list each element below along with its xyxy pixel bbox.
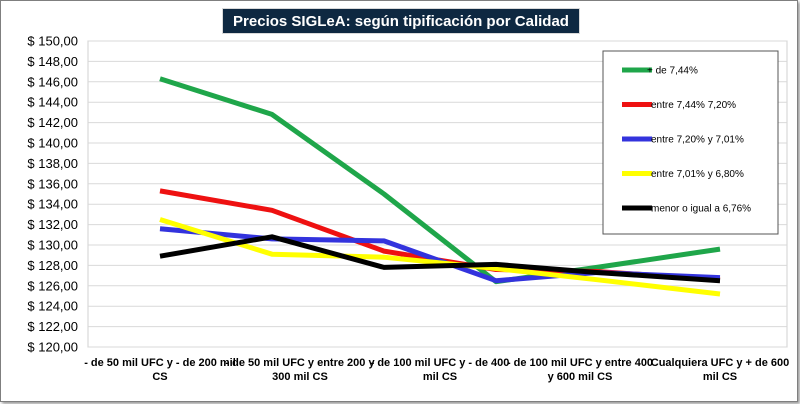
x-tick-label: - de 50 mil UFC y entre 200 y 300 mil CS [225, 357, 375, 383]
x-tick-label: - de 100 mil UFC y - de 400 mil CS [371, 357, 510, 383]
legend-label: entre 7,01% y 6,80% [651, 169, 744, 180]
series-line-4 [159, 217, 721, 297]
y-tick-label: $ 144,00 [27, 95, 78, 110]
legend-label: menor o igual a 6,76% [651, 204, 751, 215]
y-tick-label: $ 124,00 [27, 299, 78, 314]
series-lines [159, 76, 721, 297]
x-axis-ticks: - de 50 mil UFC y - de 200 mil CS- de 50 … [84, 357, 789, 383]
y-tick-label: $ 122,00 [27, 319, 78, 334]
x-tick-label: Cualquiera UFC y + de 600 mil CS [651, 357, 789, 383]
y-tick-label: $ 148,00 [27, 54, 78, 69]
series-line-1 [159, 76, 721, 285]
y-tick-label: $ 120,00 [27, 340, 78, 355]
series-line-5 [159, 234, 721, 284]
y-tick-label: $ 128,00 [27, 258, 78, 273]
y-tick-label: $ 150,00 [27, 34, 78, 49]
x-tick-label: - de 50 mil UFC y - de 200 mil CS [84, 357, 236, 383]
y-tick-label: $ 138,00 [27, 156, 78, 171]
legend-label: + de 7,44% [647, 66, 698, 77]
chart-title: Precios SIGLeA: según tipificación por C… [233, 12, 569, 30]
y-tick-label: $ 132,00 [27, 217, 78, 232]
y-tick-label: $ 134,00 [27, 197, 78, 212]
x-tick-label: - de 100 mil UFC y entre 400 y 600 mil CS [507, 357, 653, 383]
y-tick-label: $ 142,00 [27, 115, 78, 130]
legend-label: entre 7,20% y 7,01% [651, 135, 744, 146]
legend-box [602, 50, 779, 235]
y-tick-label: $ 146,00 [27, 74, 78, 89]
y-axis-ticks: $ 120,00 $ 122,00 $ 124,00 $ 126,00 $ 128,00… [27, 34, 78, 355]
legend: + de 7,44% entre 7,44% 7,20% entre 7,20% y… [602, 50, 779, 235]
y-tick-label: $ 126,00 [27, 278, 78, 293]
y-tick-label: $ 130,00 [27, 238, 78, 253]
chart-title-box: Precios SIGLeA: según tipificación por C… [222, 8, 580, 34]
y-tick-label: $ 136,00 [27, 176, 78, 191]
legend-label: entre 7,44% 7,20% [651, 100, 736, 111]
y-tick-label: $ 140,00 [27, 136, 78, 151]
